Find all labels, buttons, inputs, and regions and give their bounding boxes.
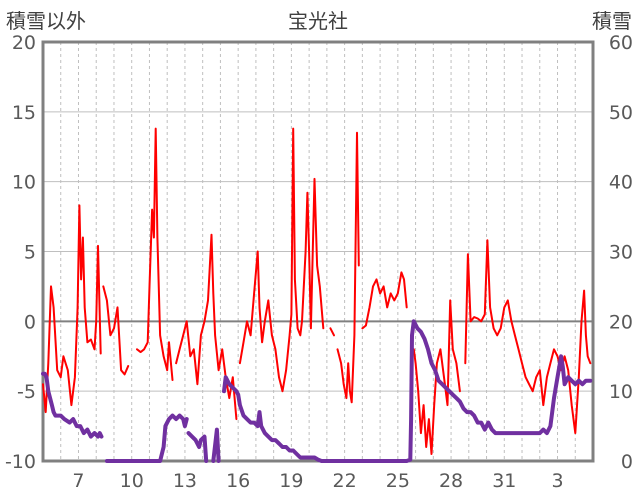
left-tick-label: -10 xyxy=(5,451,36,473)
series-line-other xyxy=(42,204,102,414)
right-tick-label: 60 xyxy=(609,32,633,54)
series-line-snow-depth xyxy=(211,427,221,463)
x-tick-label: 22 xyxy=(333,470,357,492)
x-tick-label: 10 xyxy=(120,470,144,492)
series-line-other xyxy=(102,285,130,376)
grid xyxy=(43,41,593,462)
left-tick-label: 15 xyxy=(12,102,36,124)
series-line-other xyxy=(136,127,174,381)
x-tick-label: 13 xyxy=(173,470,197,492)
right-tick-label: 10 xyxy=(609,381,633,403)
series-line-snow-depth xyxy=(41,371,104,439)
series-line-snow-depth xyxy=(222,319,593,463)
series-line-other xyxy=(336,131,360,404)
series-line-other xyxy=(361,271,408,330)
right-axis-label: 積雪 xyxy=(592,9,632,33)
series-layer xyxy=(41,127,593,463)
right-tick-label: 30 xyxy=(609,242,633,264)
x-tick-label: 3 xyxy=(551,470,563,492)
left-tick-label: 20 xyxy=(12,32,36,54)
x-tick-label: 16 xyxy=(226,470,250,492)
series-line-other xyxy=(329,327,335,337)
left-tick-label: -5 xyxy=(17,381,36,403)
right-tick-label: 50 xyxy=(609,102,633,124)
left-tick-label: 5 xyxy=(24,242,36,264)
right-tick-label: 20 xyxy=(609,311,633,333)
series-line-other xyxy=(412,299,461,455)
right-axis-tick-labels: 60 50 40 30 20 10 0 xyxy=(609,32,633,473)
x-tick-label: 7 xyxy=(72,470,84,492)
x-tick-label: 28 xyxy=(439,470,463,492)
series-line-snow-depth xyxy=(104,413,189,463)
left-axis-tick-labels: 20 15 10 5 0 -5 -10 xyxy=(5,32,36,473)
right-tick-label: 0 xyxy=(621,451,633,473)
x-axis-tick-labels: 7 10 13 16 19 22 25 28 31 3 xyxy=(72,470,563,492)
series-line-snow-depth xyxy=(186,431,209,463)
left-axis-label: 積雪以外 xyxy=(6,9,86,33)
x-tick-label: 31 xyxy=(492,470,516,492)
x-tick-label: 25 xyxy=(386,470,410,492)
left-tick-label: 0 xyxy=(24,311,36,333)
x-tick-label: 19 xyxy=(279,470,303,492)
series-line-other xyxy=(464,239,592,435)
left-tick-label: 10 xyxy=(12,172,36,194)
chart-title: 宝光社 xyxy=(288,9,348,33)
series-line-other xyxy=(238,127,325,393)
right-tick-label: 40 xyxy=(609,172,633,194)
